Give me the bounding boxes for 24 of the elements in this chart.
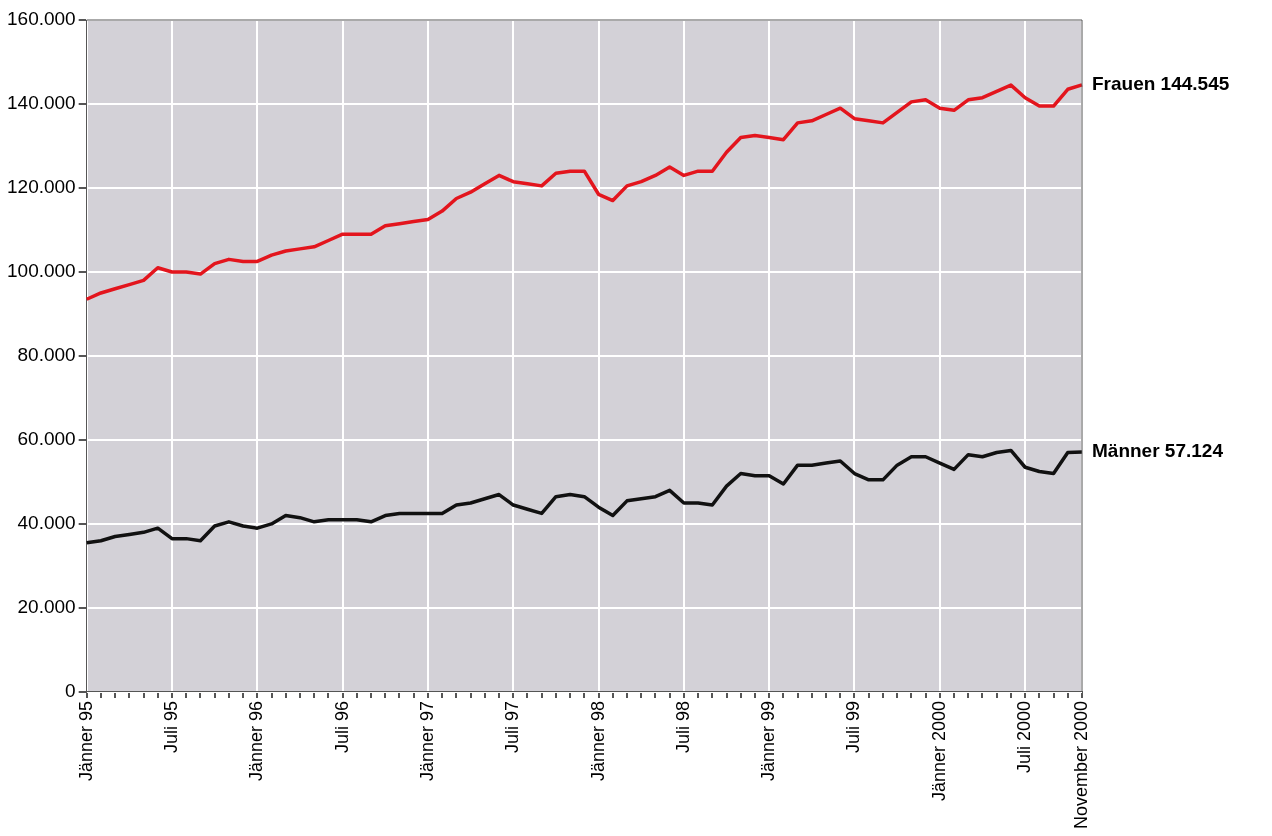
x-tick-label: Juli 95 [160, 700, 181, 753]
x-tick-label: Jänner 99 [758, 700, 779, 781]
x-tick-label: Juli 98 [672, 700, 693, 753]
y-tick-label: 40.000 [17, 512, 76, 534]
x-tick-label: Juli 96 [331, 700, 352, 753]
annotation: Frauen 144.545 [1092, 73, 1230, 95]
x-tick-label: Jänner 2000 [928, 700, 949, 802]
x-tick-label: Jänner 96 [246, 700, 267, 781]
x-tick-label: Juli 97 [502, 700, 523, 753]
x-tick-label: Jänner 95 [75, 700, 96, 781]
y-tick-label: 80.000 [17, 344, 76, 366]
y-tick-label: 20.000 [17, 596, 76, 618]
y-tick-label: 60.000 [17, 428, 76, 450]
y-tick-label: 0 [65, 680, 76, 702]
y-tick-label: 120.000 [6, 176, 76, 198]
x-tick-label: Jänner 97 [416, 700, 437, 781]
x-tick-label: Juli 99 [843, 700, 864, 753]
x-tick-label: Juli 2000 [1014, 700, 1035, 773]
y-tick-label: 160.000 [6, 8, 76, 30]
y-tick-label: 140.000 [6, 92, 76, 114]
x-tick-label: November 2000 [1070, 700, 1091, 829]
x-tick-label: Jänner 98 [587, 700, 608, 781]
y-tick-label: 100.000 [6, 260, 76, 282]
annotation: Männer 57.124 [1092, 440, 1224, 462]
